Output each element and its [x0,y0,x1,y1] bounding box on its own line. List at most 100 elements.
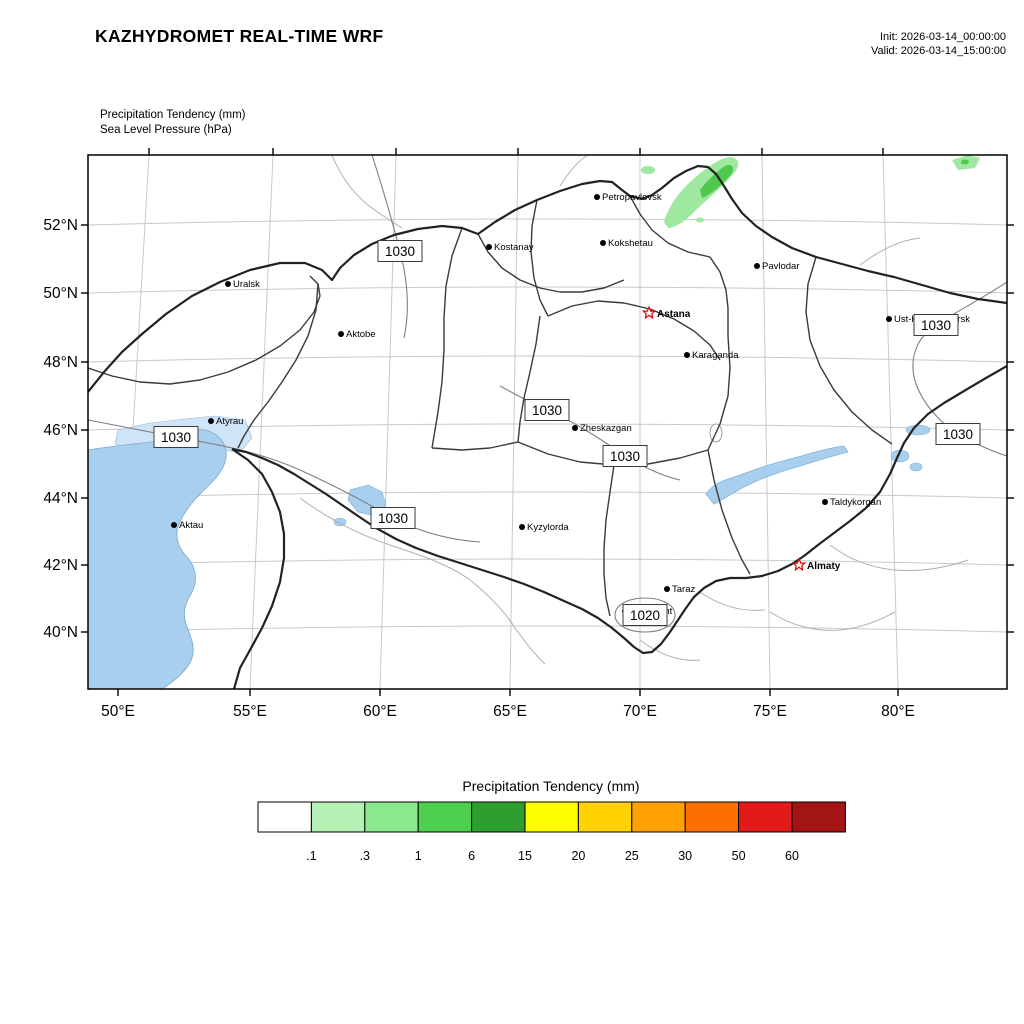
city-taraz: Taraz [664,584,695,595]
legend-title: Precipitation Tendency (mm) [462,778,639,794]
aral-sea-small [333,517,347,527]
lon-label-80e: 80°E [881,703,915,720]
legend-swatch-8 [684,801,740,833]
precip-speck-1 [641,166,655,174]
precip-patch-main-core [700,165,734,198]
legend-tick-labels: .1 .3 1 6 15 20 25 30 50 60 [306,849,799,863]
city-dot-icon [519,524,525,530]
lon-label-60e: 60°E [363,703,397,720]
city-kostanay: Kostanay [486,242,534,253]
water-bodies [88,415,931,689]
oblast-borders [88,195,893,617]
lat-label-42n: 42°N [43,557,78,574]
national-border [88,164,1007,689]
legend-swatch-0 [257,801,312,833]
svg-text:Astana: Astana [657,309,691,320]
legend-tick-label: 15 [518,849,532,863]
axis-ticks [81,148,1014,696]
map-frame [87,154,1008,690]
city-aktobe: Aktobe [338,329,376,340]
city-dot-icon [208,418,214,424]
city-dot-icon [572,425,578,431]
precip-speck-2 [696,217,704,223]
field-label-precipitation: Precipitation Tendency (mm) [100,109,246,121]
pressure-label: 1020 [622,604,668,626]
pressure-label: 1030 [935,423,981,445]
lat-label-48n: 48°N [43,354,78,371]
svg-text:Kyzylorda: Kyzylorda [527,522,569,533]
lon-label-65e: 65°E [493,703,527,720]
pressure-label: 1030 [913,314,959,336]
legend-swatch-6 [577,801,633,833]
valid-time: Valid: 2026-03-14_15:00:00 [871,45,1006,57]
svg-text:1030: 1030 [532,403,562,418]
init-time: Init: 2026-03-14_00:00:00 [880,31,1006,43]
lat-label-44n: 44°N [43,490,78,507]
city-taldykorgan: Taldykorgan [822,497,881,508]
neighbour-borders [299,155,969,665]
pressure-label: 1030 [370,507,416,529]
legend-swatch-4 [471,801,526,833]
field-labels: Precipitation Tendency (mm) Sea Level Pr… [100,108,246,138]
svg-text:Aktobe: Aktobe [346,329,376,340]
legend-swatch-9 [738,801,793,833]
city-dot-icon [225,281,231,287]
city-dot-icon [886,316,892,322]
city-dot-icon [600,240,606,246]
legend-tick-label: 1 [415,849,422,863]
city-astana: Astana [641,305,691,320]
city-dot-icon [486,244,492,250]
graticule [88,155,1007,689]
svg-text:1030: 1030 [943,427,973,442]
svg-text:Almaty: Almaty [807,561,841,572]
city-dot-icon [338,331,344,337]
city-pavlodar: Pavlodar [754,261,800,272]
city-atyrau: Atyrau [208,416,243,427]
svg-text:Kostanay: Kostanay [494,242,534,253]
lat-label-46n: 46°N [43,422,78,439]
legend-tick-label: 50 [732,849,746,863]
city-karaganda: Karaganda [684,350,739,361]
svg-text:1030: 1030 [385,244,415,259]
capital-star-icon [641,305,657,320]
svg-text:Karaganda: Karaganda [692,350,739,361]
precip-patch-corner-core [961,159,969,165]
precipitation-shading [641,155,980,228]
lon-label-75e: 75°E [753,703,787,720]
svg-text:1030: 1030 [921,318,951,333]
legend-tick-label: .1 [306,849,316,863]
lon-label-50e: 50°E [101,703,135,720]
city-dot-icon [822,499,828,505]
pressure-label: 1030 [377,240,423,262]
legend-swatch-3 [417,801,473,833]
legend-swatch-5 [524,801,579,833]
svg-text:Atyrau: Atyrau [216,416,243,427]
legend-tick-label: 60 [785,849,799,863]
legend: Precipitation Tendency (mm) .1 .3 1 6 15… [257,778,846,863]
svg-text:Taraz: Taraz [672,584,695,595]
field-label-pressure: Sea Level Pressure (hPa) [100,124,232,136]
lat-label-40n: 40°N [43,624,78,641]
city-kokshetau: Kokshetau [600,238,653,249]
lon-label-70e: 70°E [623,703,657,720]
lake-balkhash [705,445,849,505]
svg-text:Aktau: Aktau [179,520,203,531]
legend-swatch-7 [631,801,686,833]
svg-text:Uralsk: Uralsk [233,279,260,290]
legend-swatch-10 [791,801,846,833]
svg-text:1020: 1020 [630,608,660,623]
longitude-labels: 50°E 55°E 60°E 65°E 70°E 75°E 80°E [101,703,915,720]
city-dot-icon [754,263,760,269]
legend-tick-label: .3 [360,849,370,863]
legend-swatch-2 [364,801,419,833]
capital-star-icon [791,557,807,572]
city-petropavlovsk: Petropavlovsk [594,192,662,203]
legend-tick-label: 25 [625,849,639,863]
pressure-labels: 1030 1030 1030 1030 1030 1030 1030 1020 [153,240,981,626]
svg-text:Kokshetau: Kokshetau [608,238,653,249]
lat-label-50n: 50°N [43,285,78,302]
city-markers: Petropavlovsk Kostanay Kokshetau Pavloda… [171,192,970,617]
latitude-labels: 52°N 50°N 48°N 46°N 44°N 42°N 40°N [43,217,78,641]
legend-tick-label: 20 [571,849,585,863]
